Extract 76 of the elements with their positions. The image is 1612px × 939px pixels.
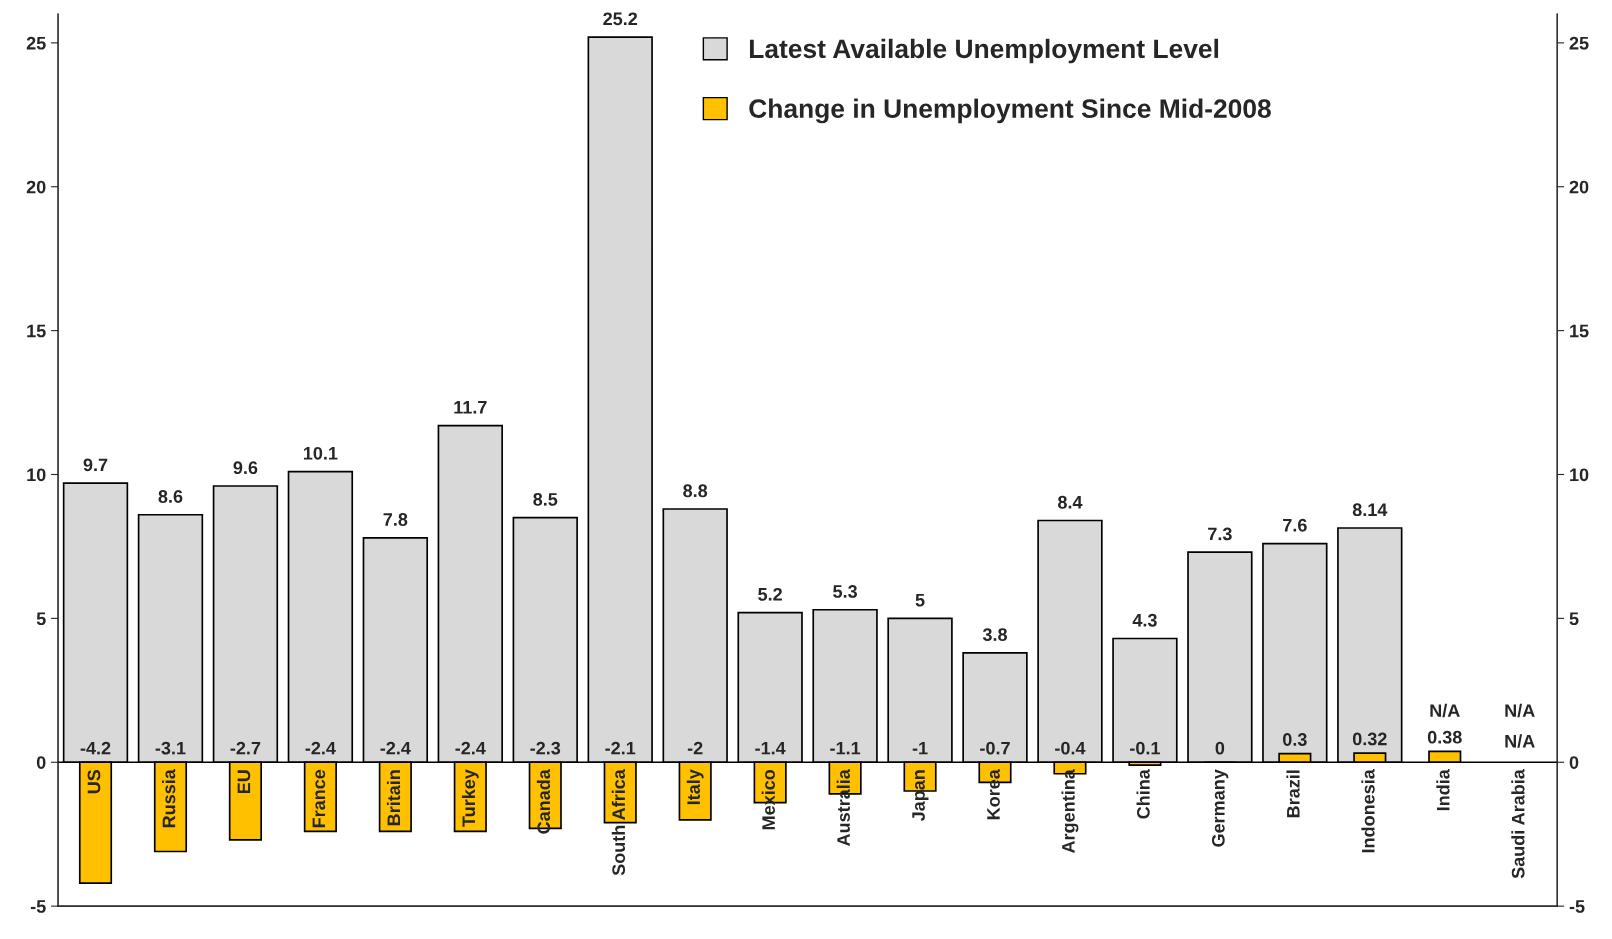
x-tick-label: South Africa [611, 769, 626, 876]
data-label: -0.1 [1130, 741, 1160, 755]
y-tick-label: 20 [26, 180, 46, 194]
x-tick-label: France [312, 769, 326, 828]
data-label: 7.6 [1283, 518, 1307, 532]
data-label: 9.6 [233, 461, 258, 475]
y2-tick-label: 20 [1569, 180, 1589, 194]
x-tick-label: Britain [386, 770, 401, 826]
y2-tick-label: 5 [1569, 612, 1579, 626]
data-label: -2.4 [380, 741, 411, 755]
text: N/A [1430, 703, 1460, 718]
data-label: 7.8 [383, 513, 408, 526]
data-label: -0.7 [980, 741, 1010, 755]
x-tick-label: Turkey [461, 769, 479, 827]
data-label: 3.8 [982, 628, 1007, 642]
x-tick-label: Brazil [1286, 770, 1300, 818]
data-label: -4.2 [80, 741, 111, 755]
legend-label: Latest Available Unemployment Level [749, 38, 1219, 64]
data-label: 0.38 [1427, 730, 1462, 744]
data-label: -2.4 [305, 741, 336, 755]
data-label: 5.2 [758, 587, 782, 601]
data-label: 9.7 [83, 458, 108, 472]
data-label: -2.4 [455, 741, 486, 755]
data-label: 5 [915, 593, 925, 607]
data-label: -2 [687, 741, 703, 755]
y2-tick-label: -5 [1569, 900, 1585, 913]
data-label: -2.1 [605, 741, 636, 755]
data-label: -2.7 [230, 741, 261, 755]
x-tick-label: US [87, 769, 101, 794]
legend-label: Change in Unemployment Since Mid-2008 [749, 98, 1271, 124]
y2-tick-label: 15 [1570, 324, 1589, 338]
x-tick-label: Canada [536, 769, 551, 834]
data-label: 8.5 [533, 492, 558, 506]
y2-tick-label: 0 [1569, 756, 1579, 769]
data-label: -2.3 [530, 741, 561, 755]
data-label: 0.3 [1283, 733, 1307, 746]
y2-tick-label: 10 [1570, 468, 1589, 482]
data-label: -1.4 [755, 741, 786, 755]
data-label: 5.3 [833, 585, 857, 598]
x-tick-label: Mexico [761, 769, 775, 830]
data-label: 11.7 [454, 401, 487, 414]
x-tick-label: Indonesia [1361, 769, 1375, 853]
y-tick-label: 0 [36, 756, 46, 769]
x-tick-label: Russia [162, 769, 176, 828]
y-tick-label: 10 [27, 468, 46, 482]
x-tick-label: Australia [836, 769, 850, 847]
data-label: 8.14 [1352, 503, 1388, 517]
data-label: 4.3 [1132, 613, 1157, 627]
data-label: 8.4 [1057, 495, 1083, 509]
x-tick-label: Japan [912, 770, 929, 822]
x-tick-label: Saudi Arabia [1511, 769, 1525, 879]
x-tick-label: Germany [1211, 769, 1229, 847]
data-label: -3.1 [155, 741, 186, 755]
x-tick-label: EU [237, 770, 251, 794]
data-label: 8.8 [683, 484, 708, 498]
data-label: 25.2 [603, 12, 638, 26]
data-label: -1.1 [830, 741, 861, 755]
data-label: 0 [1215, 741, 1225, 755]
x-tick-label: India [1436, 769, 1450, 811]
data-label: 10.1 [303, 446, 338, 460]
x-tick-label: Italy [686, 769, 704, 805]
x-tick-label: Korea [987, 769, 1000, 820]
y2-tick-label: 25 [1569, 36, 1589, 50]
data-label: 0.32 [1352, 732, 1387, 746]
data-label: -1 [912, 741, 928, 755]
data-label: 8.6 [158, 490, 183, 503]
x-tick-label: Argentina [1061, 769, 1079, 854]
y-tick-label: 5 [36, 612, 46, 626]
text: N/A [1505, 734, 1535, 748]
x-tick-label: China [1136, 769, 1150, 819]
data-label: -0.4 [1055, 741, 1086, 755]
data-label: 7.3 [1208, 527, 1232, 541]
text: N/A [1505, 703, 1535, 718]
y-tick-label: -5 [30, 900, 46, 913]
y-tick-label: 25 [26, 36, 46, 50]
y-tick-label: 15 [27, 324, 46, 338]
